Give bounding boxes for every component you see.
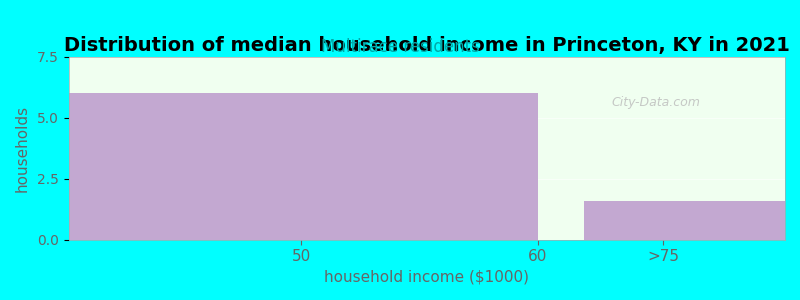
Title: Distribution of median household income in Princeton, KY in 2021: Distribution of median household income …	[64, 36, 790, 55]
Y-axis label: households: households	[15, 105, 30, 192]
Bar	[584, 201, 785, 240]
Bar	[69, 93, 538, 240]
X-axis label: household income ($1000): household income ($1000)	[324, 270, 530, 285]
Text: Multirace residents: Multirace residents	[321, 38, 479, 56]
Text: City-Data.com: City-Data.com	[611, 96, 701, 109]
